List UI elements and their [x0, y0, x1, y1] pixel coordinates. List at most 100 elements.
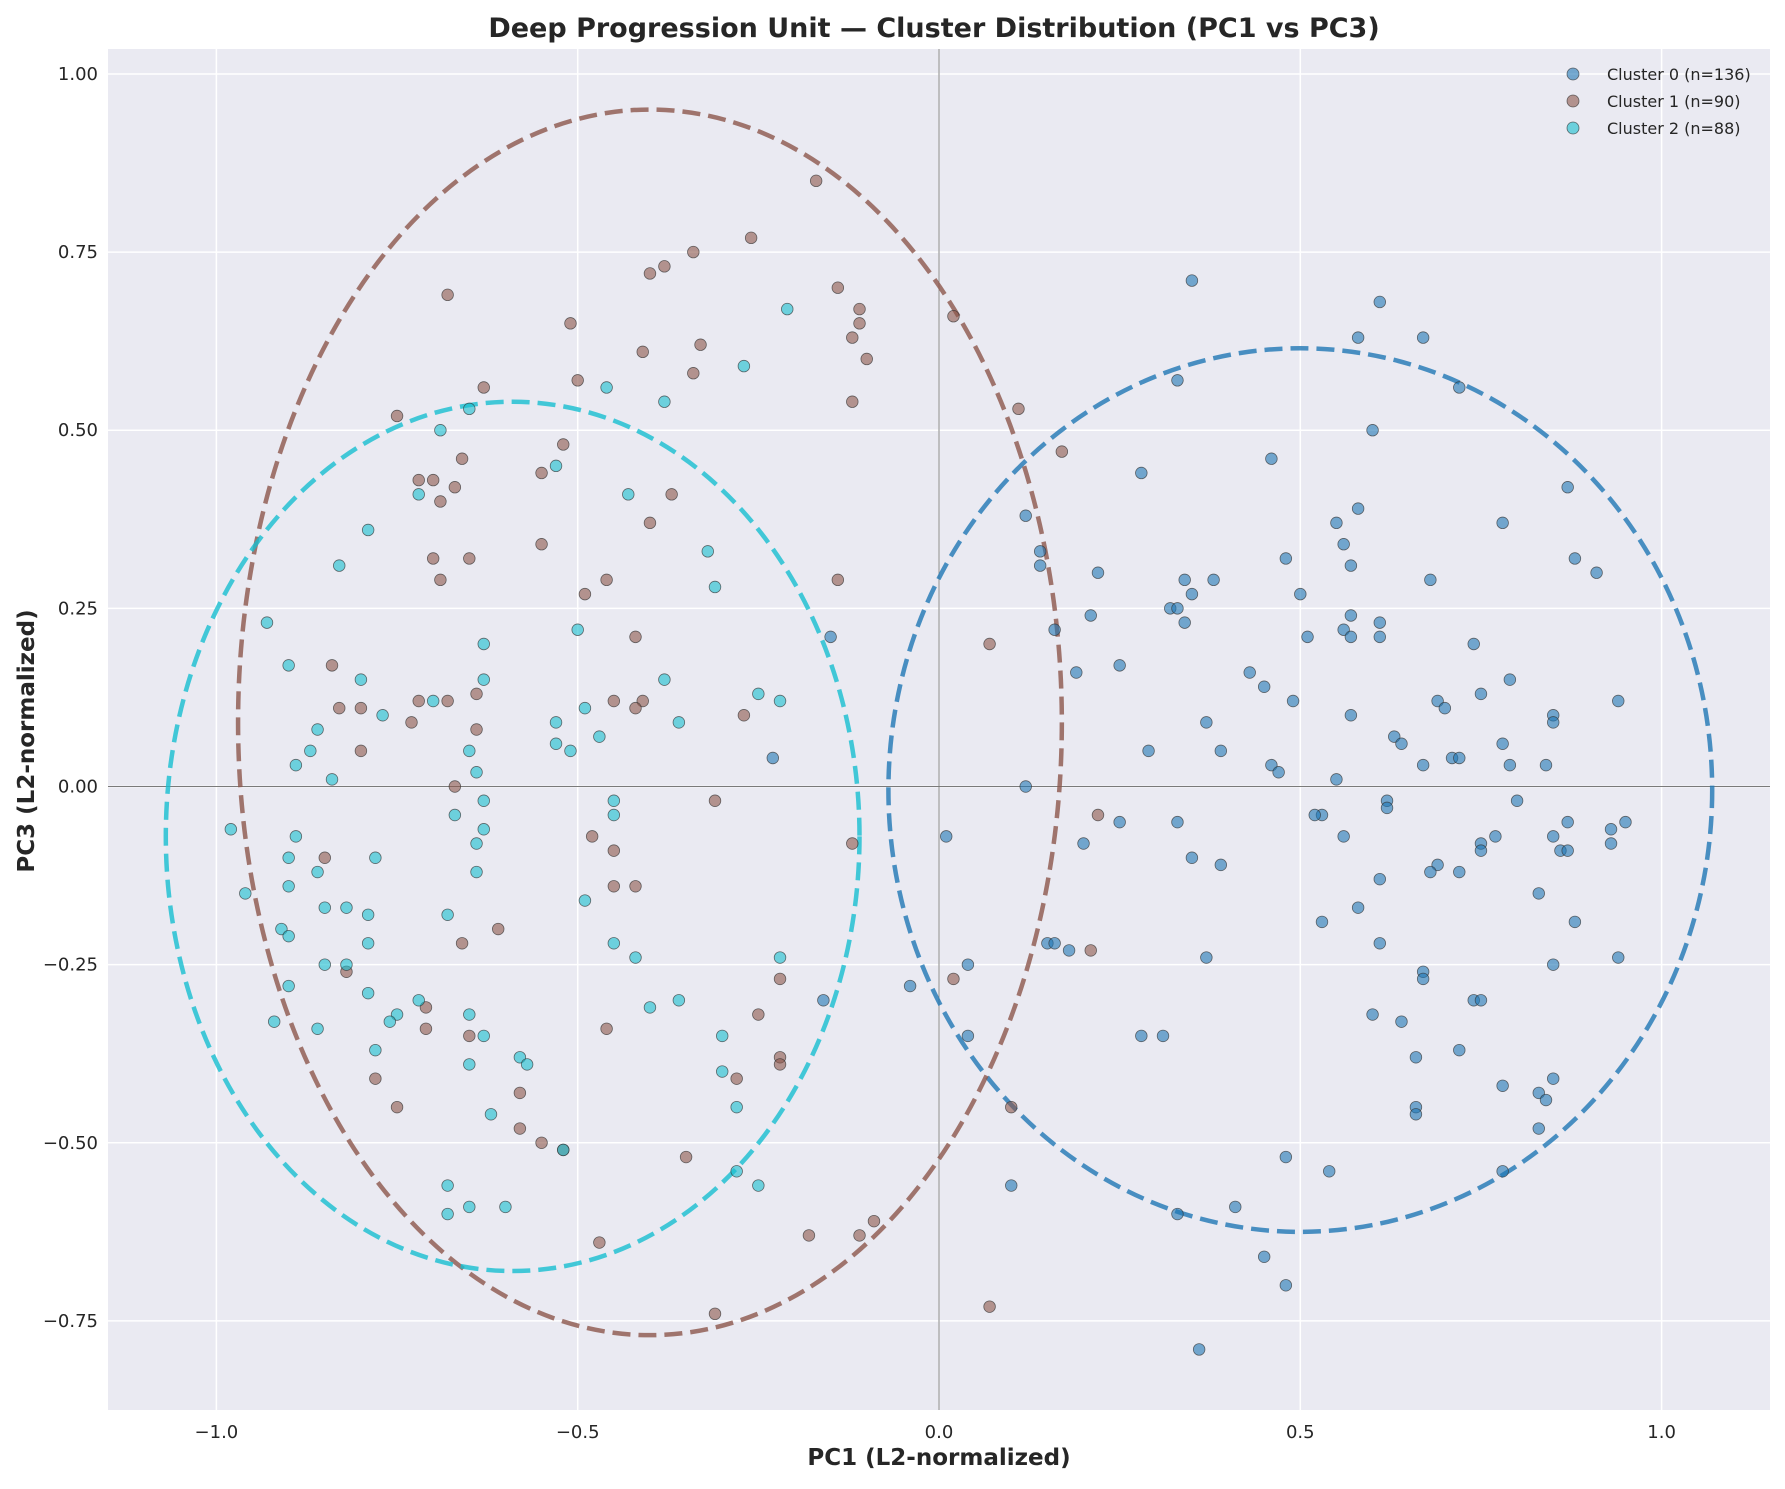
cluster-1-point: [853, 317, 866, 330]
cluster-1-point: [853, 1229, 866, 1242]
cluster-0-point: [1351, 901, 1365, 914]
cluster-0-point: [1373, 295, 1386, 309]
cluster-2-point: [426, 694, 440, 708]
cluster-1-point: [1091, 808, 1105, 822]
cluster-1-point: [448, 481, 462, 494]
cluster-2-point: [549, 737, 563, 750]
x-tick-label: 1.0: [1647, 1422, 1676, 1443]
x-axis-label: PC1 (L2-normalized): [807, 1445, 1070, 1471]
cluster-2-point: [369, 851, 382, 864]
cluster-0-point: [817, 994, 830, 1007]
cluster-2-point: [354, 673, 368, 686]
cluster-2-point: [268, 1015, 281, 1028]
cluster-0-point: [1604, 823, 1618, 836]
y-axis-label: PC3 (L2-normalized): [14, 609, 40, 872]
legend-label: Cluster 0 (n=136): [1607, 65, 1751, 84]
cluster-0-point: [1200, 716, 1213, 729]
cluster-2-point: [643, 1001, 657, 1014]
cluster-2-point: [441, 908, 454, 921]
cluster-1-point: [600, 1022, 613, 1035]
cluster-2-point: [412, 488, 425, 501]
cluster-1-point: [983, 1300, 996, 1313]
cluster-2-point: [484, 1108, 498, 1121]
cluster-1-point: [687, 367, 700, 380]
cluster-1-point: [809, 174, 823, 188]
cluster-1-point: [1084, 944, 1097, 957]
cluster-1-point: [470, 687, 483, 701]
cluster-2-point: [289, 830, 303, 843]
y-tick-label: 0.00: [58, 777, 98, 798]
cluster-1-point: [426, 473, 440, 487]
cluster-2-point: [477, 823, 490, 836]
cluster-1-point: [831, 573, 845, 587]
cluster-0-point: [1366, 424, 1379, 437]
cluster-2-point: [282, 979, 295, 993]
cluster-0-point: [1366, 1008, 1379, 1021]
cluster-0-point: [1351, 502, 1365, 515]
cluster-0-point: [903, 979, 917, 993]
cluster-0-point: [1005, 1179, 1018, 1192]
y-tick-label: 0.50: [58, 420, 98, 441]
cluster-1-point: [846, 837, 859, 850]
legend-marker: [1566, 121, 1580, 135]
x-tick-label: −1.0: [195, 1422, 239, 1443]
cluster-0-point: [1409, 1051, 1423, 1064]
cluster-0-point: [1612, 694, 1625, 708]
cluster-0-point: [1547, 830, 1560, 843]
cluster-2-point: [260, 616, 274, 629]
cluster-0-point: [1474, 687, 1488, 701]
cluster-2-point: [282, 880, 295, 893]
cluster-2-point: [658, 673, 671, 686]
cluster-1-point: [564, 317, 577, 330]
cluster-1-point: [455, 937, 469, 950]
cluster-0-point: [1612, 951, 1625, 964]
y-tick-label: 0.75: [58, 242, 98, 263]
cluster-1-point: [773, 1058, 787, 1071]
cluster-0-point: [961, 958, 975, 971]
cluster-1-point: [477, 381, 490, 394]
cluster-1-point: [679, 1150, 693, 1164]
cluster-1-point: [325, 659, 339, 672]
cluster-0-point: [1424, 573, 1437, 587]
cluster-0-point: [1503, 758, 1517, 772]
x-tick-label: 0.0: [925, 1422, 954, 1443]
cluster-2-point: [282, 851, 295, 864]
legend: Cluster 0 (n=136) Cluster 1 (n=90) Cluster…: [1566, 65, 1751, 138]
cluster-1-point: [448, 780, 462, 793]
x-tick-labels: −1.0 −0.5 0.0 0.5 1.0: [195, 1422, 1676, 1443]
cluster-1-point: [643, 267, 657, 280]
cluster-0-point: [1409, 1108, 1423, 1121]
cluster-0-point: [1070, 666, 1083, 679]
cluster-1-point: [1012, 402, 1025, 416]
cluster-0-point: [1135, 466, 1148, 480]
cluster-2-point: [549, 459, 563, 473]
cluster-1-point: [600, 573, 613, 587]
cluster-2-point: [658, 395, 671, 408]
cluster-2-point: [224, 823, 238, 836]
cluster-0-point: [1171, 815, 1184, 829]
cluster-1-point: [419, 1022, 433, 1035]
cluster-2-point: [752, 1179, 765, 1192]
cluster-0-point: [1344, 630, 1358, 644]
legend-marker: [1566, 67, 1580, 81]
y-tick-labels: −0.75 −0.50 −0.25 0.00 0.25 0.50 0.75 1.00: [43, 64, 98, 1332]
cluster-0-point: [1308, 808, 1321, 822]
cluster-0-point: [1200, 951, 1213, 964]
cluster-1-point: [694, 338, 707, 351]
reference-lines: [108, 49, 1770, 1410]
cluster-0-point: [1062, 944, 1076, 957]
x-tick-label: −0.5: [556, 1422, 600, 1443]
cluster-2-point: [333, 559, 346, 572]
cluster-0-point: [1373, 616, 1386, 629]
cluster-0-point: [1503, 673, 1517, 686]
cluster-2-point: [716, 1029, 729, 1043]
cluster-2-point: [340, 958, 353, 971]
cluster-2-point: [708, 580, 722, 594]
cluster-1-point: [629, 701, 642, 715]
cluster-0-point: [1561, 844, 1574, 857]
cluster-2-point: [463, 744, 476, 758]
cluster-2-point: [318, 958, 331, 971]
cluster-0-point: [1604, 837, 1618, 850]
cluster-2-point: [557, 1143, 570, 1157]
